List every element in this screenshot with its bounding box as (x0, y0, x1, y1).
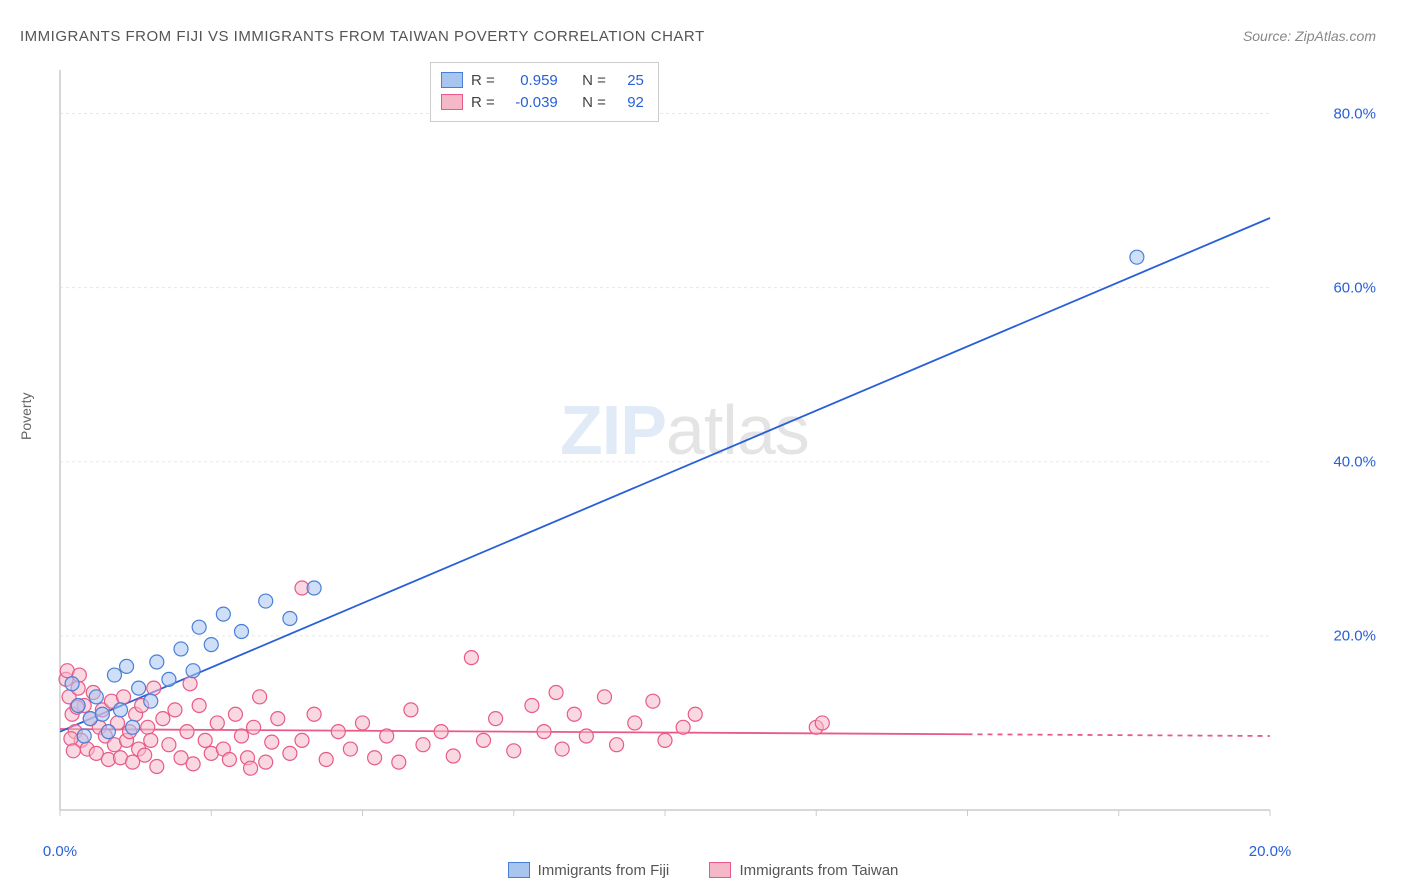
legend-row-taiwan: R = -0.039 N = 92 (441, 91, 644, 113)
x-tick-label: 20.0% (1249, 843, 1292, 860)
legend-item-fiji: Immigrants from Fiji (508, 862, 670, 879)
n-value-fiji: 25 (614, 72, 644, 89)
chart-svg (50, 60, 1330, 840)
swatch-taiwan-icon (709, 862, 731, 878)
swatch-fiji-icon (508, 862, 530, 878)
legend-row-fiji: R = 0.959 N = 25 (441, 69, 644, 91)
swatch-fiji (441, 72, 463, 88)
swatch-taiwan (441, 94, 463, 110)
x-tick-label: 0.0% (43, 843, 77, 860)
y-tick-label: 40.0% (1333, 453, 1376, 470)
r-value-fiji: 0.959 (503, 72, 558, 89)
source-attribution: Source: ZipAtlas.com (1243, 28, 1376, 44)
y-tick-label: 60.0% (1333, 279, 1376, 296)
r-value-taiwan: -0.039 (503, 94, 558, 111)
correlation-legend: R = 0.959 N = 25 R = -0.039 N = 92 (430, 62, 659, 122)
y-axis-label: Poverty (18, 393, 34, 440)
y-tick-label: 20.0% (1333, 627, 1376, 644)
legend-item-taiwan: Immigrants from Taiwan (709, 862, 898, 879)
scatter-chart (50, 60, 1330, 840)
series-legend: Immigrants from Fiji Immigrants from Tai… (0, 862, 1406, 883)
y-tick-label: 80.0% (1333, 105, 1376, 122)
n-value-taiwan: 92 (614, 94, 644, 111)
chart-title: IMMIGRANTS FROM FIJI VS IMMIGRANTS FROM … (20, 28, 705, 45)
